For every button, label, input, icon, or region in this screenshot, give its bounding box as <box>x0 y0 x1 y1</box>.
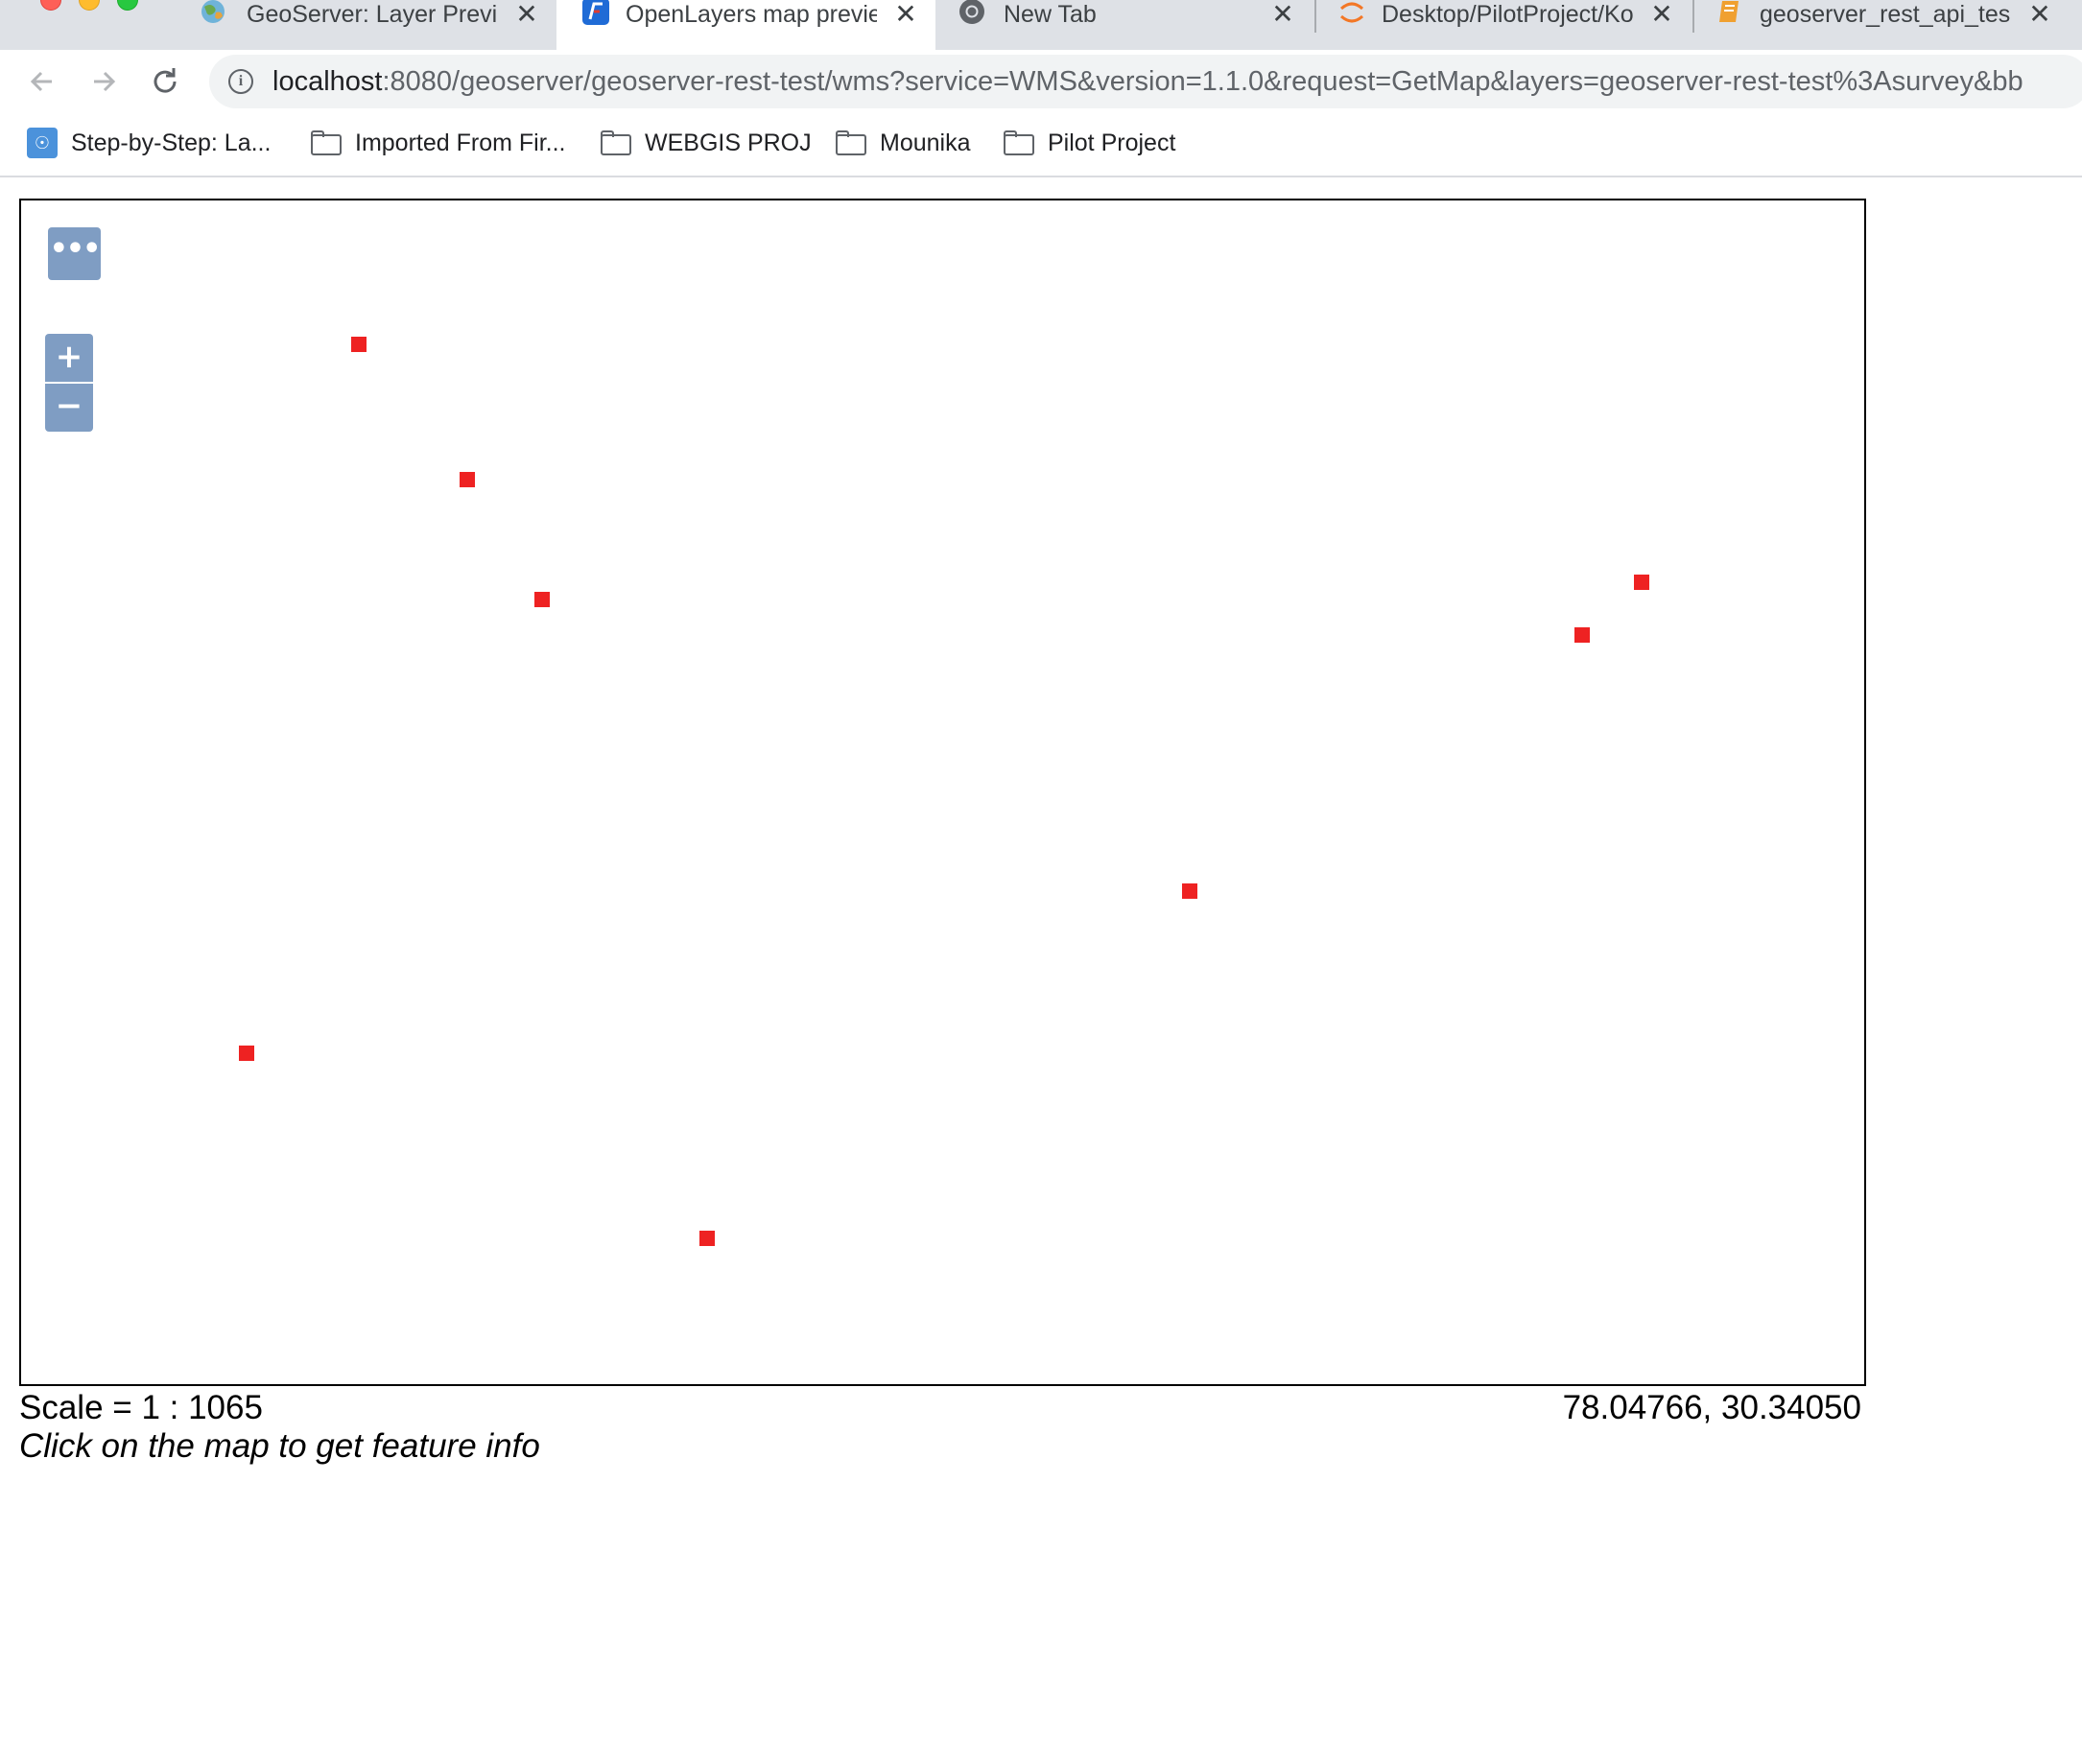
bookmark-folder-imported[interactable]: Imported From Fir... <box>311 126 565 160</box>
survey-point[interactable] <box>239 1046 254 1061</box>
window-maximize-button[interactable] <box>117 0 138 11</box>
jupyter-icon <box>1339 2 1364 23</box>
survey-point[interactable] <box>699 1231 715 1246</box>
bookmark-label: Imported From Fir... <box>355 129 566 156</box>
tab-title: geoserver_rest_api_tes <box>1760 1 2011 28</box>
survey-point[interactable] <box>351 337 367 352</box>
back-button[interactable] <box>23 62 61 101</box>
layer-switcher-button[interactable]: ••• <box>48 227 101 280</box>
reload-icon <box>154 68 177 93</box>
survey-point[interactable] <box>1182 883 1197 899</box>
window-minimize-button[interactable] <box>79 0 100 11</box>
tab-jupyter-desktop[interactable]: Desktop/PilotProject/Ko ✕ <box>1318 0 1692 50</box>
openlayers-icon <box>582 0 609 25</box>
tab-close-icon[interactable]: ✕ <box>2028 0 2051 30</box>
arrow-right-icon <box>94 71 116 92</box>
tab-geoserver-rest-api-test[interactable]: geoserver_rest_api_tes ✕ <box>1696 0 2082 50</box>
tab-geoserver-layer-preview[interactable]: GeoServer: Layer Previe ✕ <box>187 0 552 50</box>
tab-separator <box>1692 0 1694 33</box>
arrow-left-icon <box>30 71 52 92</box>
coordinate-readout: 78.04766, 30.34050 <box>1562 1389 1861 1426</box>
tab-title: GeoServer: Layer Previe <box>247 1 498 28</box>
survey-point[interactable] <box>534 592 550 607</box>
survey-point[interactable] <box>1634 575 1649 590</box>
url-text[interactable]: localhost:8080/geoserver/geoserver-rest-… <box>272 55 2023 108</box>
tab-title: New Tab <box>1004 1 1097 28</box>
globe-icon <box>201 0 225 23</box>
bookmark-label: Mounika <box>880 129 971 156</box>
forward-button[interactable] <box>84 62 123 101</box>
notebook-icon <box>1719 1 1739 22</box>
folder-icon <box>311 130 342 155</box>
tab-close-icon[interactable]: ✕ <box>1271 0 1294 30</box>
address-bar[interactable]: i localhost:8080/geoserver/geoserver-res… <box>209 55 2082 108</box>
bookmarks-bar: ☉ Step-by-Step: La... Imported From Fir.… <box>0 112 2082 177</box>
folder-icon <box>601 130 631 155</box>
tab-strip: GeoServer: Layer Previe ✕ OpenLayers map… <box>0 0 2082 50</box>
feature-info-hint: Click on the map to get feature info <box>19 1427 540 1465</box>
chrome-icon <box>959 0 984 24</box>
tab-openlayers-map-preview[interactable]: OpenLayers map previe ✕ <box>556 0 935 50</box>
url-host: localhost <box>272 66 383 97</box>
zoom-out-button[interactable]: − <box>45 384 93 432</box>
bookmark-folder-mounika[interactable]: Mounika <box>836 126 971 160</box>
tab-title: OpenLayers map previe <box>626 1 877 28</box>
tab-new-tab[interactable]: New Tab ✕ <box>940 0 1314 50</box>
bookmark-label: Pilot Project <box>1048 129 1176 156</box>
site-info-icon[interactable]: i <box>228 69 253 94</box>
window-close-button[interactable] <box>40 0 61 11</box>
browser-toolbar: i localhost:8080/geoserver/geoserver-res… <box>0 50 2082 112</box>
tab-title: Desktop/PilotProject/Ko <box>1382 1 1633 28</box>
folder-icon <box>836 130 866 155</box>
bookmark-folder-webgis-proj[interactable]: WEBGIS PROJ <box>601 126 812 160</box>
folder-icon <box>1004 130 1034 155</box>
tab-close-icon[interactable]: ✕ <box>515 0 538 30</box>
survey-point[interactable] <box>460 472 475 487</box>
un-logo-icon: ☉ <box>27 128 58 158</box>
bookmark-step-by-step[interactable]: ☉ Step-by-Step: La... <box>27 126 271 160</box>
url-path: :8080/geoserver/geoserver-rest-test/wms?… <box>382 66 2023 97</box>
tab-close-icon[interactable]: ✕ <box>894 0 917 30</box>
map-viewport[interactable]: ••• + − <box>19 199 1866 1386</box>
survey-point[interactable] <box>1574 627 1590 643</box>
scale-readout: Scale = 1 : 1065 <box>19 1389 263 1426</box>
bookmark-folder-pilot-project[interactable]: Pilot Project <box>1004 126 1175 160</box>
zoom-in-button[interactable]: + <box>45 334 93 382</box>
tab-separator <box>1314 0 1316 33</box>
tab-close-icon[interactable]: ✕ <box>1650 0 1673 30</box>
reload-button[interactable] <box>146 62 184 101</box>
bookmark-label: WEBGIS PROJ <box>645 129 812 156</box>
bookmark-label: Step-by-Step: La... <box>71 129 272 156</box>
